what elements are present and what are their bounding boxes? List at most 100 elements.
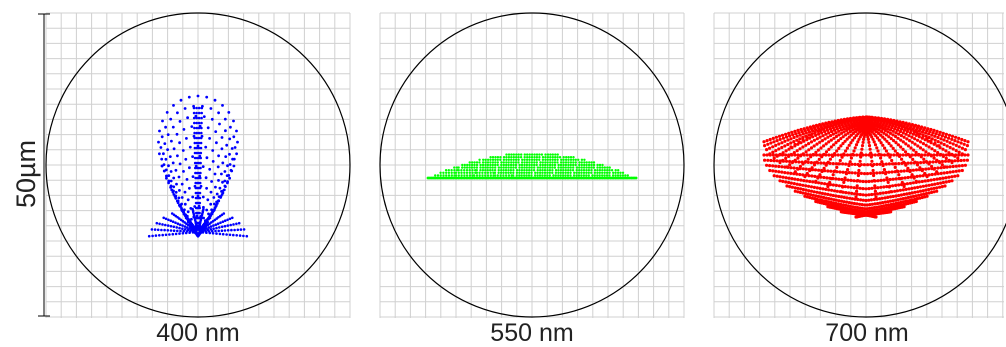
spot-point <box>886 127 890 131</box>
spot-point <box>914 194 918 198</box>
spot-point <box>541 166 544 169</box>
spot-point <box>933 141 937 145</box>
spot-point <box>612 171 615 174</box>
spot-point <box>512 156 515 159</box>
spot-point <box>169 170 173 173</box>
spot-point <box>170 212 174 215</box>
spot-point <box>846 185 850 189</box>
spot-point <box>817 181 821 185</box>
spot-point <box>525 158 529 161</box>
spot-point <box>505 153 508 156</box>
spot-point <box>850 197 855 201</box>
spot-point <box>886 195 890 199</box>
spot-point <box>546 166 549 169</box>
spot-point <box>223 117 227 121</box>
spot-point <box>223 170 227 173</box>
spot-point <box>841 185 845 189</box>
spot-point <box>856 197 860 202</box>
spot-point <box>913 153 918 157</box>
spot-point <box>893 149 897 153</box>
spot-point <box>793 186 797 190</box>
spot-point <box>838 170 842 174</box>
spot-point <box>901 200 905 204</box>
spot-point <box>559 171 562 174</box>
spot-point <box>523 169 526 172</box>
spot-point <box>527 171 531 174</box>
spot-point <box>884 203 889 207</box>
spot-point <box>879 133 883 137</box>
spot-point <box>878 201 882 205</box>
spot-point <box>533 163 536 167</box>
spot-point <box>884 133 889 137</box>
spot-point <box>198 191 202 195</box>
spot-point <box>778 160 782 165</box>
spot-point <box>551 169 554 172</box>
spot-point <box>801 183 805 187</box>
spot-point <box>227 111 231 114</box>
spot-point <box>838 158 842 163</box>
spot-point <box>925 137 929 141</box>
spot-point <box>206 223 210 227</box>
spot-point <box>174 168 178 172</box>
spot-point <box>535 158 538 161</box>
spot-point <box>499 174 502 177</box>
spot-point <box>914 199 918 204</box>
spot-point <box>861 179 865 184</box>
spot-point <box>811 152 815 157</box>
spot-point <box>515 171 519 174</box>
spot-point <box>554 169 558 172</box>
spot-point <box>507 158 510 161</box>
spot-point <box>494 163 497 167</box>
spot-point <box>186 226 189 229</box>
spot-point <box>835 189 839 193</box>
spot-point <box>199 171 202 175</box>
spot-point <box>479 166 482 169</box>
spot-point <box>895 128 900 132</box>
spot-point <box>172 176 176 180</box>
spot-point <box>845 137 849 141</box>
spot-point <box>827 200 831 204</box>
spot-point <box>193 131 196 135</box>
spot-point <box>557 163 560 167</box>
spot-point <box>787 131 791 135</box>
spot-point <box>526 153 529 156</box>
spot-point <box>517 156 520 159</box>
spot-point <box>215 141 218 145</box>
spot-point <box>831 173 835 177</box>
spot-point <box>924 134 928 138</box>
spot-point <box>512 166 515 169</box>
spot-point <box>512 158 515 161</box>
spot-point <box>180 182 184 186</box>
spot-point <box>895 169 899 173</box>
spot-point <box>774 149 778 153</box>
spot-point <box>518 174 521 177</box>
spot-point <box>962 158 966 162</box>
spot-point <box>180 196 184 199</box>
spot-point <box>789 171 793 175</box>
spot-point <box>875 205 879 209</box>
wavelength-label-700: 700 nm <box>825 319 909 347</box>
spot-point <box>921 134 925 138</box>
spot-point <box>538 171 542 174</box>
spot-point <box>954 169 958 173</box>
spot-point <box>569 156 573 159</box>
spot-point <box>820 155 824 159</box>
aperture-circle <box>45 12 351 318</box>
spot-point <box>801 152 805 156</box>
spot-point <box>557 166 560 169</box>
spot-point <box>829 169 833 173</box>
spot-point <box>172 225 176 229</box>
spot-point <box>195 131 199 135</box>
spot-point <box>939 141 943 145</box>
spot-point <box>582 171 586 174</box>
spot-point <box>187 95 191 99</box>
spot-point <box>840 131 844 135</box>
spot-point <box>489 169 492 172</box>
spot-point <box>470 166 474 169</box>
spot-point <box>150 228 154 231</box>
spot-point <box>820 191 825 195</box>
spot-point <box>929 154 934 158</box>
spot-point <box>824 132 828 136</box>
spot-point <box>801 132 805 136</box>
spot-point <box>463 166 466 169</box>
